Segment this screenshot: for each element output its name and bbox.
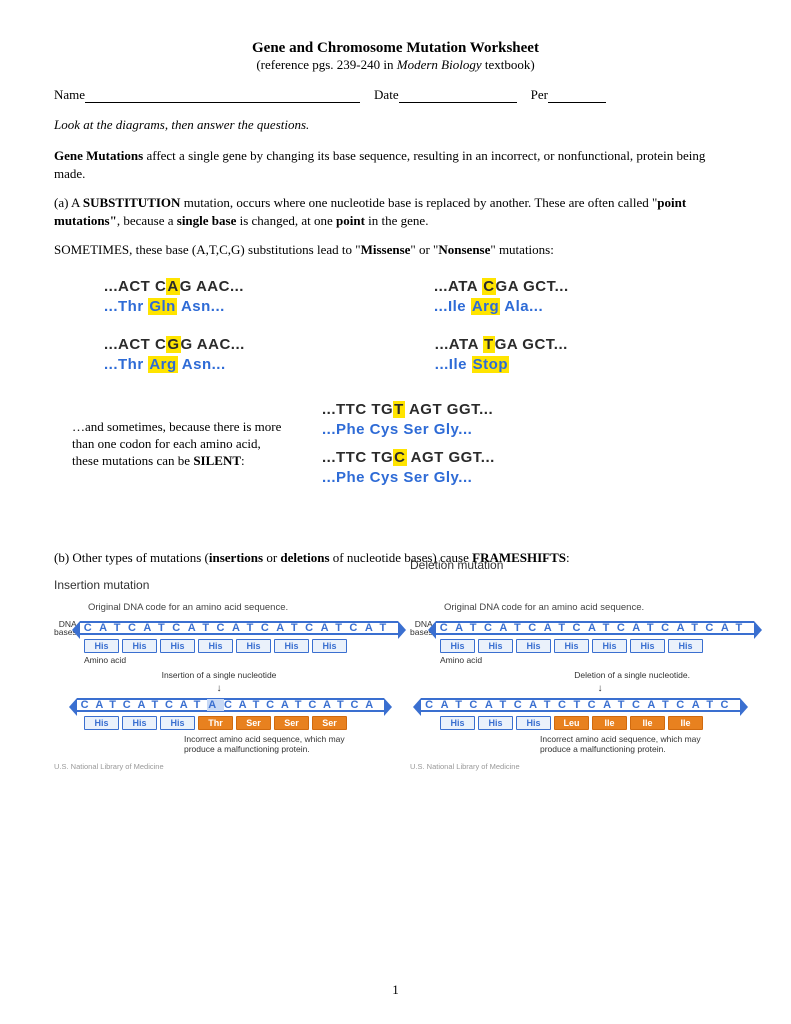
instruction: Look at the diagrams, then answer the qu…: [54, 117, 737, 133]
name-label: Name: [54, 87, 85, 103]
sometimes-para: SOMETIMES, these base (A,T,C,G) substitu…: [54, 241, 737, 259]
arrow-down-icon: ↓: [410, 683, 740, 694]
date-label: Date: [374, 87, 399, 103]
date-blank[interactable]: [399, 89, 517, 103]
aa-row-deletion: HisHisHisLeuIleIleIle: [440, 716, 740, 730]
nonsense-right-2: ...ATA TGA GCT... ...Ile Stop: [435, 335, 568, 376]
silent-text: …and sometimes, because there is more th…: [72, 419, 282, 470]
missense-left-2: ...ACT CGG AAC... ...Thr Arg Asn...: [104, 335, 245, 376]
insertion-panel: Insertion mutation Original DNA code for…: [54, 578, 384, 771]
page: Gene and Chromosome Mutation Worksheet (…: [0, 0, 791, 1024]
substitution-para: (a) A SUBSTITUTION mutation, occurs wher…: [54, 194, 737, 229]
nonsense-right: ...ATA CGA GCT... ...Ile Arg Ala...: [434, 277, 569, 318]
silent-codons: ...TTC TGT AGT GGT... ...Phe Cys Ser Gly…: [322, 400, 495, 489]
aa-row-original: HisHisHisHisHisHisHis: [84, 639, 384, 653]
page-title: Gene and Chromosome Mutation Worksheet: [54, 40, 737, 57]
aa-row-insertion: HisHisHisThrSerSerSer: [84, 716, 384, 730]
deletion-title: Deletion mutation: [410, 558, 740, 572]
deletion-panel: Deletion mutation Original DNA code for …: [410, 578, 740, 771]
per-blank[interactable]: [548, 89, 606, 103]
gene-mutations-para: Gene Mutations affect a single gene by c…: [54, 147, 737, 182]
codon-diagrams: ...ACT CAG AAC... ...Thr Gln Asn... ...A…: [54, 277, 737, 376]
per-label: Per: [531, 87, 548, 103]
silent-section: …and sometimes, because there is more th…: [72, 400, 737, 489]
aa-row-original-del: HisHisHisHisHisHisHis: [440, 639, 740, 653]
missense-left: ...ACT CAG AAC... ...Thr Gln Asn...: [104, 277, 244, 318]
page-subtitle: (reference pgs. 239-240 in Modern Biolog…: [54, 57, 737, 73]
insertion-title: Insertion mutation: [54, 578, 384, 592]
header-fields: Name Date Per: [54, 87, 737, 103]
frameshift-diagrams: Insertion mutation Original DNA code for…: [54, 578, 737, 771]
page-number: 1: [392, 982, 399, 998]
arrow-down-icon: ↓: [54, 683, 384, 694]
name-blank[interactable]: [85, 89, 360, 103]
